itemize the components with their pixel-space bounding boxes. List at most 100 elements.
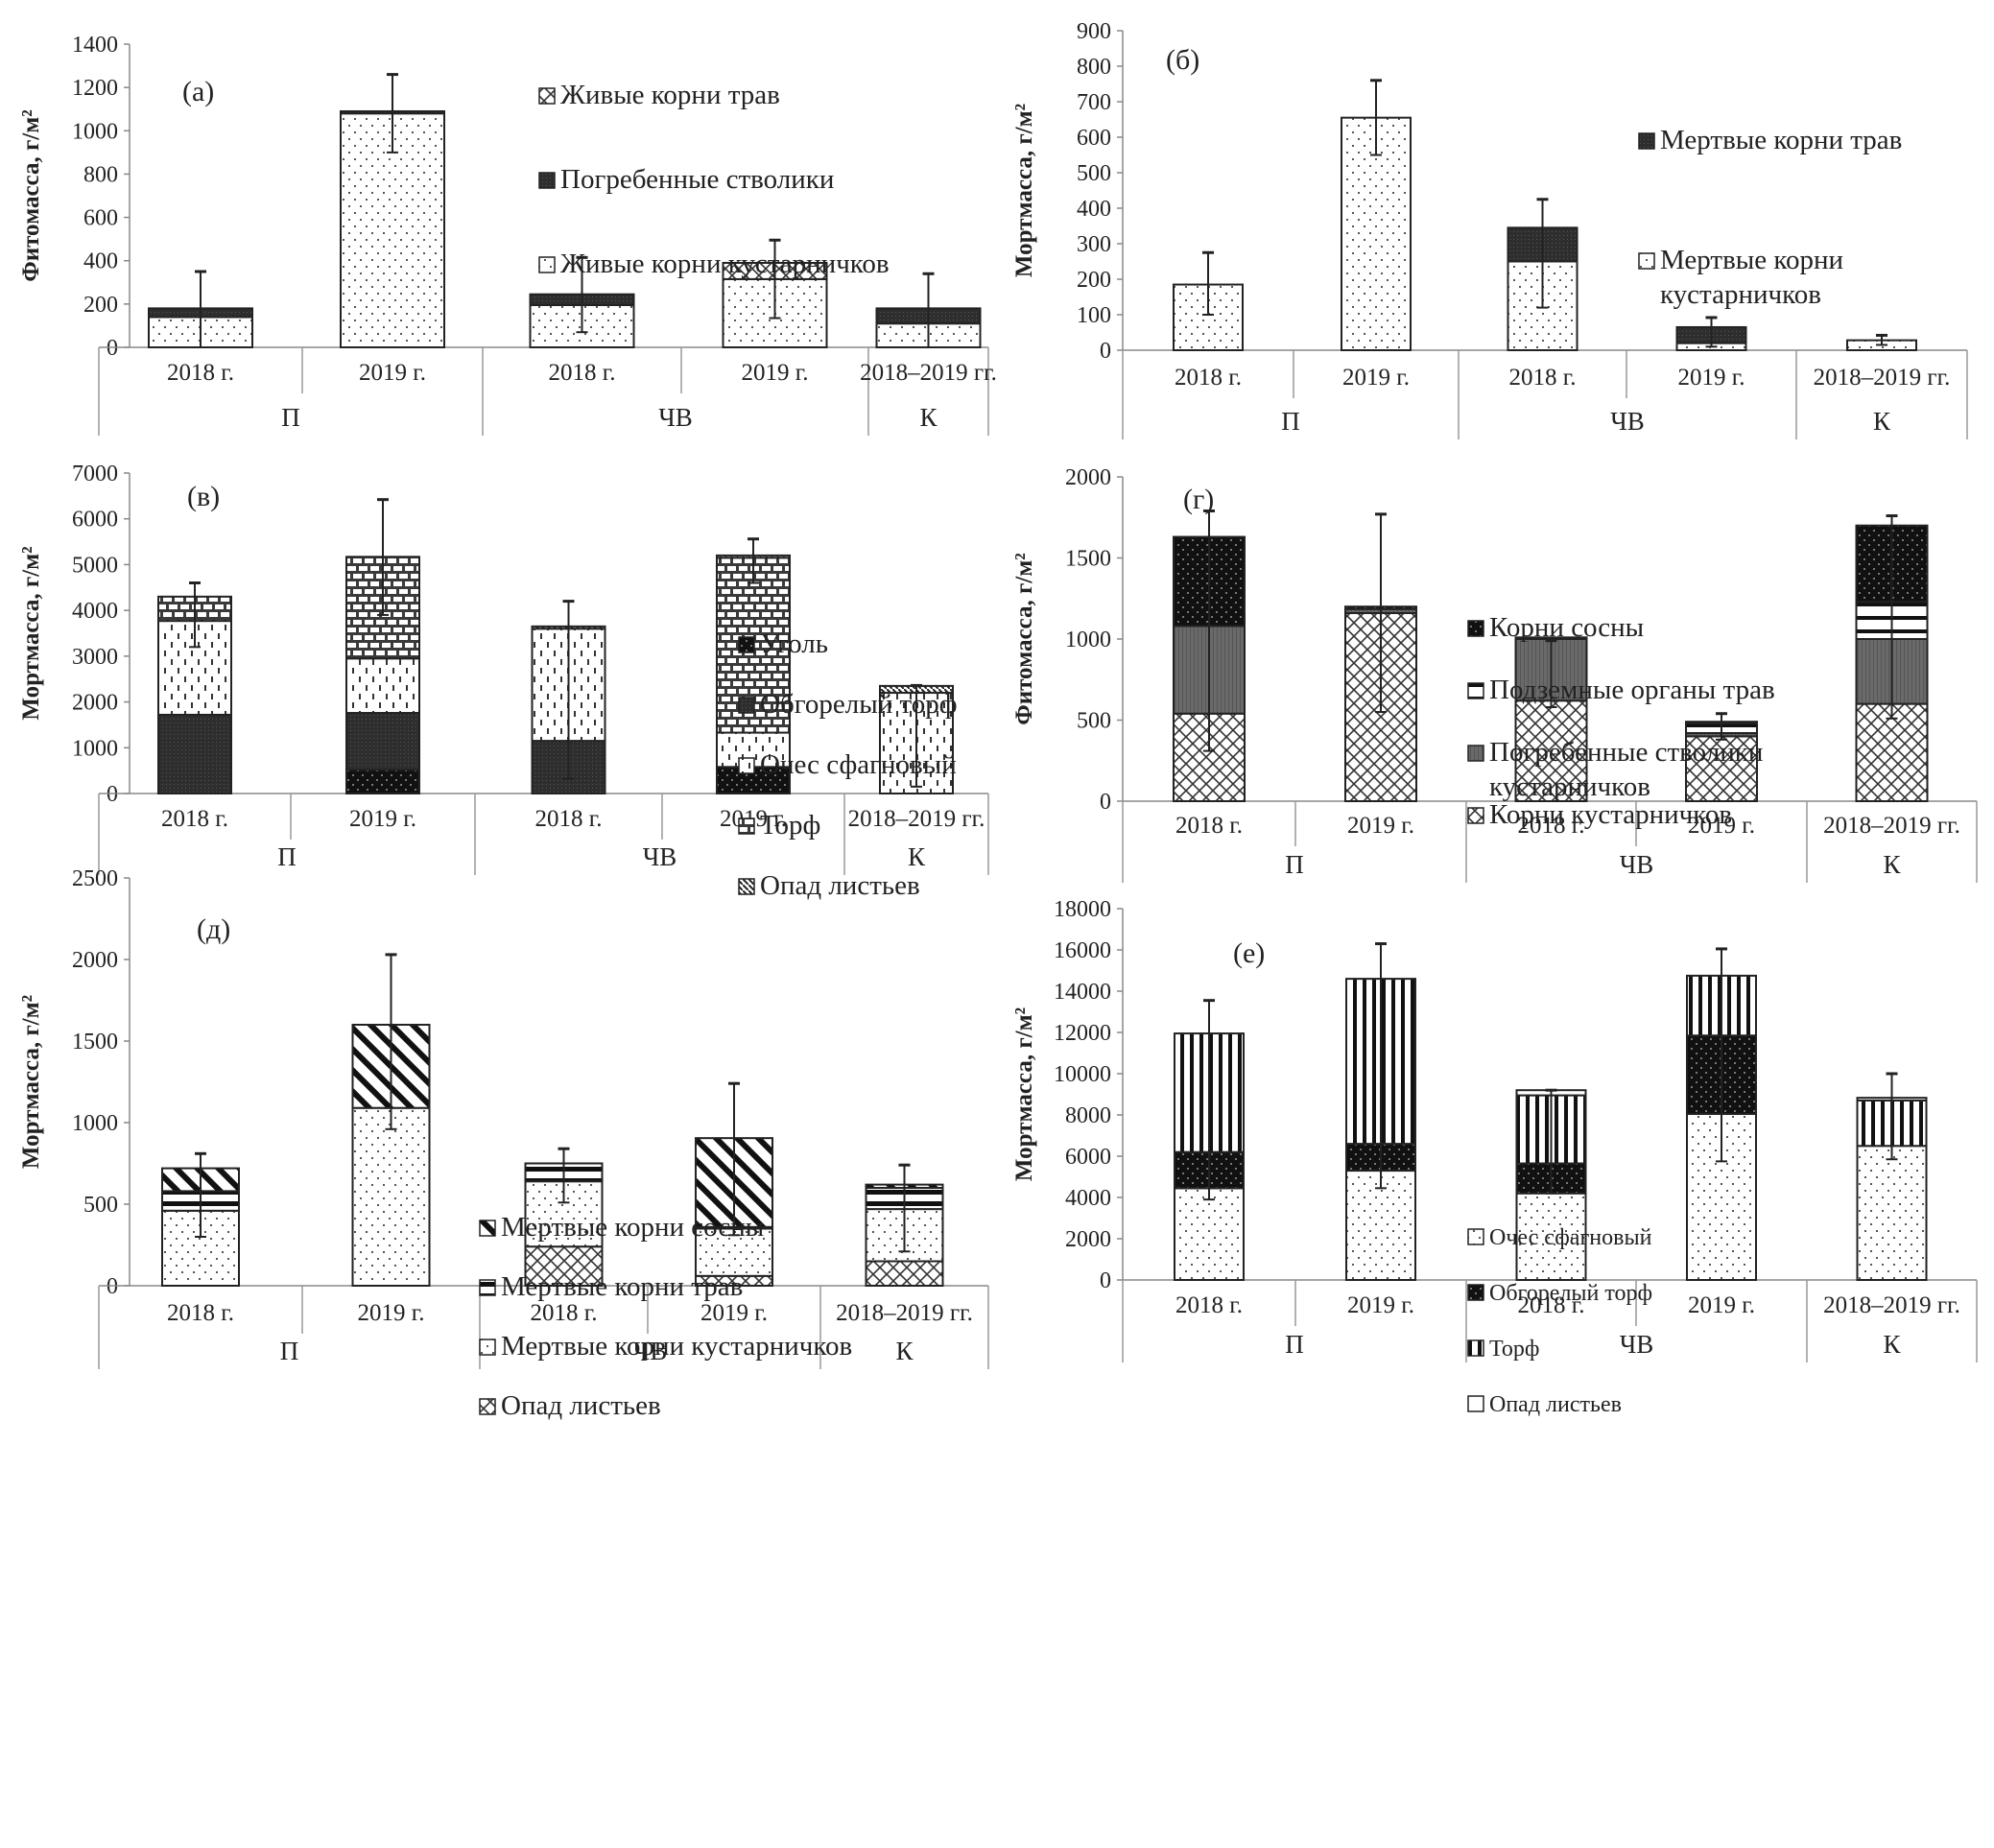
x-tick-label: 2019 г. (1688, 813, 1755, 839)
panel-label: (б) (1166, 44, 1199, 76)
panel-label: (г) (1183, 484, 1214, 515)
panel-label: (е) (1233, 937, 1265, 969)
y-tick-label: 600 (83, 206, 118, 231)
x-group-label: П (1285, 850, 1304, 879)
y-tick-label: 900 (1077, 19, 1111, 44)
x-tick-label: 2019 г. (1342, 365, 1410, 391)
legend-label: Торф (760, 810, 820, 841)
legend-swatch (1467, 1228, 1484, 1245)
x-group-label: П (281, 403, 300, 432)
y-tick-label: 2000 (72, 691, 118, 716)
chart-b: 0 100 200 300 400 500 600 700 800 900 Мортмасса, г… (1011, 19, 1968, 439)
y-tick-label: 1500 (72, 1030, 118, 1054)
y-tick-label: 200 (1077, 268, 1111, 293)
legend-swatch (479, 1398, 496, 1415)
legend-swatch (538, 172, 556, 189)
y-tick-label: 0 (1100, 339, 1111, 364)
legend-swatch (1467, 1339, 1484, 1357)
panel-label: (в) (187, 481, 220, 512)
bar-segment-1 (1344, 611, 1417, 802)
x-tick-label: 2018 г. (1518, 1292, 1585, 1318)
y-tick-label: 12000 (1054, 1021, 1111, 1046)
y-tick-label: 1000 (72, 119, 118, 144)
x-tick-label: 2019 г. (358, 1300, 425, 1326)
x-group-label: ЧВ (1620, 1330, 1654, 1359)
x-group-label: К (1883, 850, 1901, 879)
y-tick-label: 1000 (72, 736, 118, 761)
legend-label: Мертвые корни кустарничков (501, 1331, 852, 1362)
legend-swatch (738, 757, 755, 774)
x-tick-label: 2018 г. (161, 806, 228, 832)
x-tick-label: 2018 г. (1518, 813, 1585, 839)
legend-label: кустарничков (1660, 279, 1821, 310)
legend-label: Погребенные стволики (1489, 737, 1763, 768)
x-tick-label: 2019 г. (1688, 1292, 1755, 1318)
bar-segment-1 (1856, 1145, 1928, 1281)
y-tick-label: 500 (1077, 161, 1111, 186)
bar-segment-2 (351, 1106, 431, 1288)
panel-label: (а) (182, 76, 214, 107)
x-group-label: ЧВ (658, 403, 693, 432)
y-tick-label: 6000 (72, 508, 118, 533)
x-tick-label: 2019 г. (349, 806, 416, 832)
y-tick-label: 400 (83, 249, 118, 274)
x-tick-label: 2019 г. (1678, 365, 1745, 391)
legend-swatch (1467, 1395, 1484, 1412)
chart-v: 0 1000 2000 3000 4000 5000 6000 7000 Мортмасса, … (18, 462, 989, 901)
legend-label: Очес сфагновый (760, 749, 957, 780)
legend-swatch (1467, 620, 1484, 637)
bar-segment-2 (157, 713, 232, 794)
legend-swatch (1638, 132, 1655, 150)
legend-swatch (1467, 1284, 1484, 1301)
legend-swatch (1467, 807, 1484, 824)
y-tick-label: 10000 (1054, 1062, 1111, 1087)
legend-swatch (738, 817, 755, 835)
legend-label: Обгорелый торф (760, 689, 958, 720)
panel-d: 0 500 1000 1500 2000 2500 Мортмасса, г/м² 2018 … (0, 844, 998, 1421)
x-group-label: ЧВ (633, 1337, 668, 1365)
y-tick-label: 600 (1077, 126, 1111, 151)
legend-swatch (1467, 682, 1484, 699)
chart-a: 0 200 400 600 800 1000 1200 1400 Фитомасса, г/м²… (18, 33, 997, 436)
legend-label: Мертвые корни трав (501, 1271, 743, 1302)
y-tick-label: 1400 (72, 33, 118, 58)
x-group-label: К (895, 1337, 914, 1365)
legend-swatch (479, 1279, 496, 1296)
bar-segment-1 (865, 1260, 944, 1287)
legend-swatch (1638, 252, 1655, 270)
x-tick-label: 2019 г. (1347, 813, 1414, 839)
y-tick-label: 300 (1077, 232, 1111, 257)
y-tick-label: 500 (83, 1193, 118, 1218)
chart-d: 0 500 1000 1500 2000 2500 Мортмасса, г/м² 2018 … (18, 866, 989, 1421)
x-group-label: П (1281, 407, 1300, 436)
y-tick-label: 1000 (1065, 628, 1111, 652)
legend-swatch (479, 1220, 496, 1237)
y-axis-label: Мортмасса, г/м² (1011, 1007, 1037, 1181)
y-axis-label: Мортмасса, г/м² (1011, 104, 1037, 277)
y-axis-label: Мортмасса, г/м² (18, 546, 44, 720)
x-tick-label: 2018–2019 гг. (1823, 813, 1960, 839)
y-tick-label: 2500 (72, 866, 118, 891)
legend-label: Опад листьев (501, 1390, 661, 1421)
y-tick-label: 8000 (1065, 1103, 1111, 1128)
x-group-label: К (908, 842, 926, 871)
x-tick-label: 2018 г. (535, 806, 603, 832)
y-tick-label: 2000 (1065, 465, 1111, 490)
panel-v: 0 1000 2000 3000 4000 5000 6000 7000 Мортмасса, … (0, 441, 998, 901)
legend-swatch (738, 697, 755, 714)
legend-label: Опад листьев (760, 870, 920, 901)
y-tick-label: 3000 (72, 645, 118, 670)
bar-segment-2 (345, 712, 420, 771)
x-group-label: К (1883, 1330, 1901, 1359)
y-tick-label: 400 (1077, 197, 1111, 222)
chart-e: 0 2000 4000 6000 8000 10000 12000 14000 16000 180… (1011, 897, 1978, 1417)
legend-label: Живые корни кустарничков (560, 249, 890, 279)
x-tick-label: 2019 г. (1347, 1292, 1414, 1318)
y-tick-label: 100 (1077, 303, 1111, 328)
x-tick-label: 2018 г. (167, 360, 234, 386)
panel-label: (д) (197, 913, 230, 945)
y-tick-label: 0 (107, 782, 118, 807)
y-tick-label: 800 (83, 162, 118, 187)
y-tick-label: 1500 (1065, 547, 1111, 572)
panel-b: 0 100 200 300 400 500 600 700 800 900 Мортмасса, г… (998, 0, 1994, 576)
